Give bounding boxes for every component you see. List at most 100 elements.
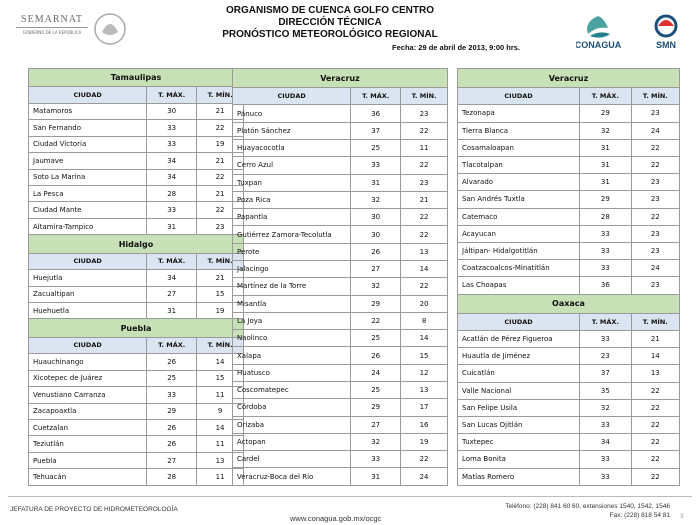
t-max: 27 [350, 415, 402, 434]
city: Soto La Marina [27, 168, 148, 187]
t-min: 22 [630, 433, 681, 452]
t-max: 33 [579, 415, 632, 435]
city: Jaumave [27, 152, 148, 170]
t-max: 34 [579, 433, 632, 452]
data-row: Cosamaloapan 31 22 [456, 138, 681, 157]
data-row: Puebla 27 13 [27, 451, 244, 470]
city: San Fernando [27, 119, 148, 137]
city: Cardel [231, 450, 352, 469]
data-row: Coscomatepec 25 13 [231, 380, 448, 400]
data-row: Huehuetla 31 19 [27, 301, 244, 320]
t-min: 24 [630, 121, 681, 140]
t-max: 37 [579, 364, 632, 383]
city: Coatzacoalcos-Minatitlán [456, 259, 581, 278]
t-max: 33 [350, 450, 402, 469]
footer-fax: Fax: (228) 818 54 81 [609, 512, 670, 519]
t-min: 16 [400, 415, 448, 434]
data-row: Huauchinango 26 14 [27, 353, 244, 371]
t-max: 36 [579, 276, 632, 295]
t-min: 24 [630, 259, 681, 278]
t-max: 26 [146, 418, 198, 437]
section-title-row: Veracruz [457, 67, 680, 89]
section-title: Hidalgo [28, 234, 244, 254]
data-row: Naolinco 25 14 [231, 329, 448, 348]
column-header: T. MÁX. [146, 336, 198, 355]
data-row: Pánuco 36 23 [231, 104, 448, 123]
t-max: 25 [146, 369, 198, 388]
data-row: Huautla de Jiménez 23 14 [456, 347, 681, 366]
t-max: 33 [579, 259, 632, 278]
data-row: Valle Nacional 35 22 [456, 381, 681, 400]
city: Huehuetla [27, 301, 148, 320]
t-max: 36 [350, 104, 402, 123]
column-header: T. MÍN. [630, 312, 681, 331]
city: Veracruz-Boca del Río [231, 467, 352, 486]
t-max: 34 [146, 168, 198, 187]
t-max: 25 [350, 329, 402, 348]
conagua-text: CONAGUA [576, 40, 622, 50]
t-min: 22 [630, 381, 681, 400]
t-min: 21 [630, 329, 681, 349]
city: Las Choapas [456, 276, 581, 295]
column-header: T. MÁX. [579, 87, 632, 106]
city: Matamoros [27, 102, 148, 121]
t-min: 11 [400, 139, 448, 158]
t-max: 29 [350, 398, 402, 417]
data-row: Xalapa 26 15 [231, 346, 448, 365]
t-max: 26 [146, 435, 198, 453]
t-max: 33 [579, 450, 632, 469]
footer-rule [8, 496, 692, 497]
column-header: CIUDAD [27, 252, 148, 271]
t-max: 31 [579, 138, 632, 157]
city: Ciudad Mante [27, 201, 148, 219]
t-max: 35 [579, 381, 632, 400]
data-row: Córdoba 29 17 [231, 398, 448, 417]
t-min: 13 [400, 242, 448, 262]
logo-rule [16, 27, 88, 28]
data-row: Altamira-Tampico 31 23 [27, 217, 244, 236]
city: Cerro Azul [231, 156, 352, 175]
t-max: 28 [579, 207, 632, 226]
city: San Andrés Tuxtla [456, 190, 581, 209]
t-min: 22 [400, 450, 448, 469]
t-min: 23 [630, 190, 681, 209]
column-header: T. MÍN. [400, 87, 448, 106]
t-max: 33 [146, 119, 198, 137]
city: Naolinco [231, 329, 352, 348]
data-row: Alvarado 31 23 [456, 173, 681, 192]
data-row: Poza Rica 32 21 [231, 190, 448, 210]
city: Acayucan [456, 224, 581, 243]
header-row: CIUDAD T. MÁX. T. MÍN. [27, 336, 244, 355]
t-min: 23 [630, 241, 681, 261]
data-row: Tuxtepec 34 22 [456, 433, 681, 452]
data-row: San Fernando 33 22 [27, 119, 244, 137]
city: Matías Romero [456, 467, 581, 487]
t-max: 33 [350, 156, 402, 175]
footer-left: JEFATURA DE PROYECTO DE HIDROMETEOROLOGÍ… [10, 506, 178, 513]
city: Orizaba [231, 415, 352, 434]
header-row: CIUDAD T. MÁX. T. MÍN. [456, 87, 681, 106]
t-min: 19 [400, 432, 448, 452]
city: Misantla [231, 294, 352, 313]
t-max: 27 [146, 285, 198, 304]
city: Huayacocotla [231, 139, 352, 158]
city: San Felipe Usila [456, 398, 581, 417]
t-max: 33 [146, 135, 198, 154]
data-row: Actopan 32 19 [231, 432, 448, 452]
section-title-row: Veracruz [232, 67, 448, 89]
city: Puebla [27, 451, 148, 470]
city: Huautla de Jiménez [456, 347, 581, 366]
t-min: 21 [400, 190, 448, 210]
t-max: 33 [146, 386, 198, 404]
t-max: 27 [146, 451, 198, 470]
city: Teziutlán [27, 435, 148, 453]
t-min: 23 [630, 173, 681, 192]
t-min: 20 [400, 294, 448, 313]
city: San Lucas Ojitlán [456, 415, 581, 435]
t-max: 32 [350, 432, 402, 452]
t-max: 31 [350, 467, 402, 486]
data-row: Acatlán de Pérez Figueroa 33 21 [456, 329, 681, 349]
t-max: 33 [579, 467, 632, 487]
column-header: T. MÁX. [146, 252, 198, 271]
t-min: 22 [630, 155, 681, 175]
